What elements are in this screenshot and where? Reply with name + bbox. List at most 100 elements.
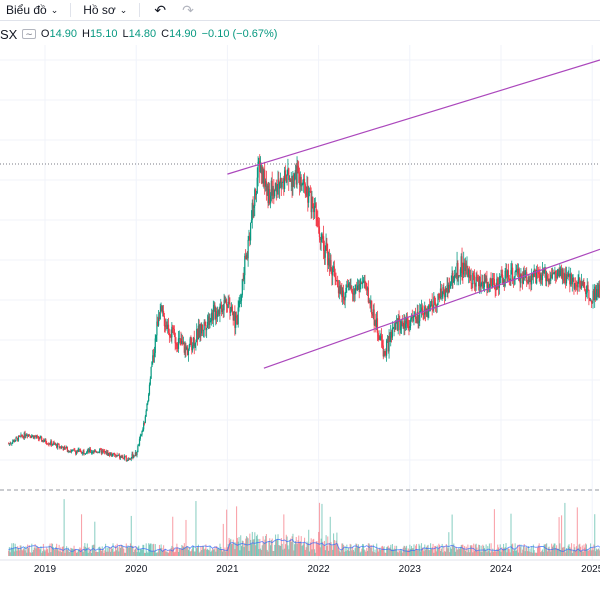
volume-bar (134, 548, 136, 556)
volume-bar (468, 549, 470, 556)
candle-body (235, 315, 237, 328)
candle-body (41, 440, 44, 442)
symbol-name[interactable]: SX (0, 26, 18, 42)
candle-body (46, 442, 48, 444)
volume-bar (441, 543, 443, 556)
volume-bar (71, 548, 73, 556)
candle-body (116, 454, 118, 456)
candle-body (148, 394, 150, 402)
volume-bar (487, 546, 489, 556)
candle-body (107, 451, 109, 456)
volume-bar (58, 544, 60, 556)
volume-bar (463, 548, 465, 556)
candle-body (427, 312, 429, 317)
candle-body (405, 318, 408, 324)
candle-body (575, 285, 578, 286)
volume-bar (401, 550, 403, 556)
candle-body (296, 165, 298, 185)
volume-bar (548, 546, 550, 556)
candle-body (567, 275, 569, 277)
candle-body (145, 410, 147, 417)
candle-body (250, 220, 253, 223)
candle-body (177, 345, 179, 349)
volume-bar (114, 551, 116, 556)
volume-bar (232, 539, 234, 556)
candle-body (102, 450, 104, 452)
volume-bar (454, 551, 456, 556)
candle-body (33, 436, 35, 439)
candle-body (279, 183, 281, 189)
chart-menu-button[interactable]: Biểu đồ ⌄ (0, 0, 64, 20)
redo-icon[interactable]: ↷ (182, 1, 194, 18)
candle-body (475, 276, 477, 287)
candle-body (509, 278, 511, 281)
candle-body (344, 292, 346, 301)
candle-body (95, 451, 98, 453)
volume-bar (56, 543, 58, 556)
volume-bar (335, 540, 337, 556)
undo-icon[interactable]: ↶ (154, 1, 167, 18)
volume-bar (168, 550, 170, 556)
volume-bar (531, 546, 533, 556)
volume-bar (17, 546, 19, 556)
volume-bar (351, 550, 353, 556)
candle-body (40, 437, 42, 438)
profile-menu-button[interactable]: Hồ sơ ⌄ (77, 0, 133, 20)
candle-body (294, 169, 296, 174)
candle-body (419, 311, 421, 322)
volume-bar (553, 543, 555, 556)
candle-body (18, 436, 20, 437)
candle-body (594, 286, 596, 300)
candle-body (216, 310, 218, 317)
volume-bar (146, 551, 148, 556)
candle-body (446, 284, 448, 293)
volume-bar (59, 551, 61, 556)
candle-body (408, 326, 410, 328)
volume-bar (91, 545, 93, 556)
candle-body (496, 278, 498, 290)
volume-bar (263, 543, 265, 556)
volume-bar (554, 543, 556, 556)
candle-body (309, 190, 311, 193)
candle-body (99, 449, 101, 453)
volume-bar (284, 544, 287, 556)
volume-bar (168, 552, 170, 556)
candle-body (459, 269, 461, 276)
volume-bar (355, 543, 357, 556)
time-axis[interactable]: 2019 2020 2021 2022 2023 2024 2025 (0, 559, 600, 575)
candle-body (554, 270, 556, 273)
channel-lower-trendline[interactable] (263, 248, 600, 369)
candle-body (456, 262, 458, 278)
candle-body (49, 443, 51, 445)
volume-bar (36, 545, 38, 556)
candle-body (22, 436, 24, 437)
volume-bar (343, 551, 345, 556)
volume-bar (372, 544, 374, 556)
volume-bar (12, 543, 15, 556)
candle-body (180, 338, 182, 344)
chevron-down-icon: ⌄ (119, 4, 128, 15)
volume-bar (170, 547, 172, 556)
volume-bar (143, 544, 145, 556)
volume-bar (551, 546, 554, 556)
candle-body (208, 316, 210, 325)
volume-bar (283, 514, 285, 556)
volume-bar (576, 507, 578, 556)
volume-bar (584, 547, 586, 556)
volume-bar (430, 543, 432, 556)
volume-bar (367, 550, 369, 556)
candle-body (324, 250, 326, 258)
candle-body (123, 456, 126, 459)
volume-bar (204, 548, 206, 556)
volume-bar (294, 541, 296, 556)
collapse-legend-icon[interactable]: ∼ (22, 29, 36, 39)
candle-body (235, 315, 238, 318)
volume-bar (357, 544, 359, 556)
channel-upper-trendline[interactable] (227, 59, 600, 175)
candle-body (119, 454, 121, 458)
volume-bar (115, 550, 117, 556)
volume-bar (173, 547, 175, 556)
volume-bar (178, 548, 180, 556)
candle-body (553, 272, 555, 274)
